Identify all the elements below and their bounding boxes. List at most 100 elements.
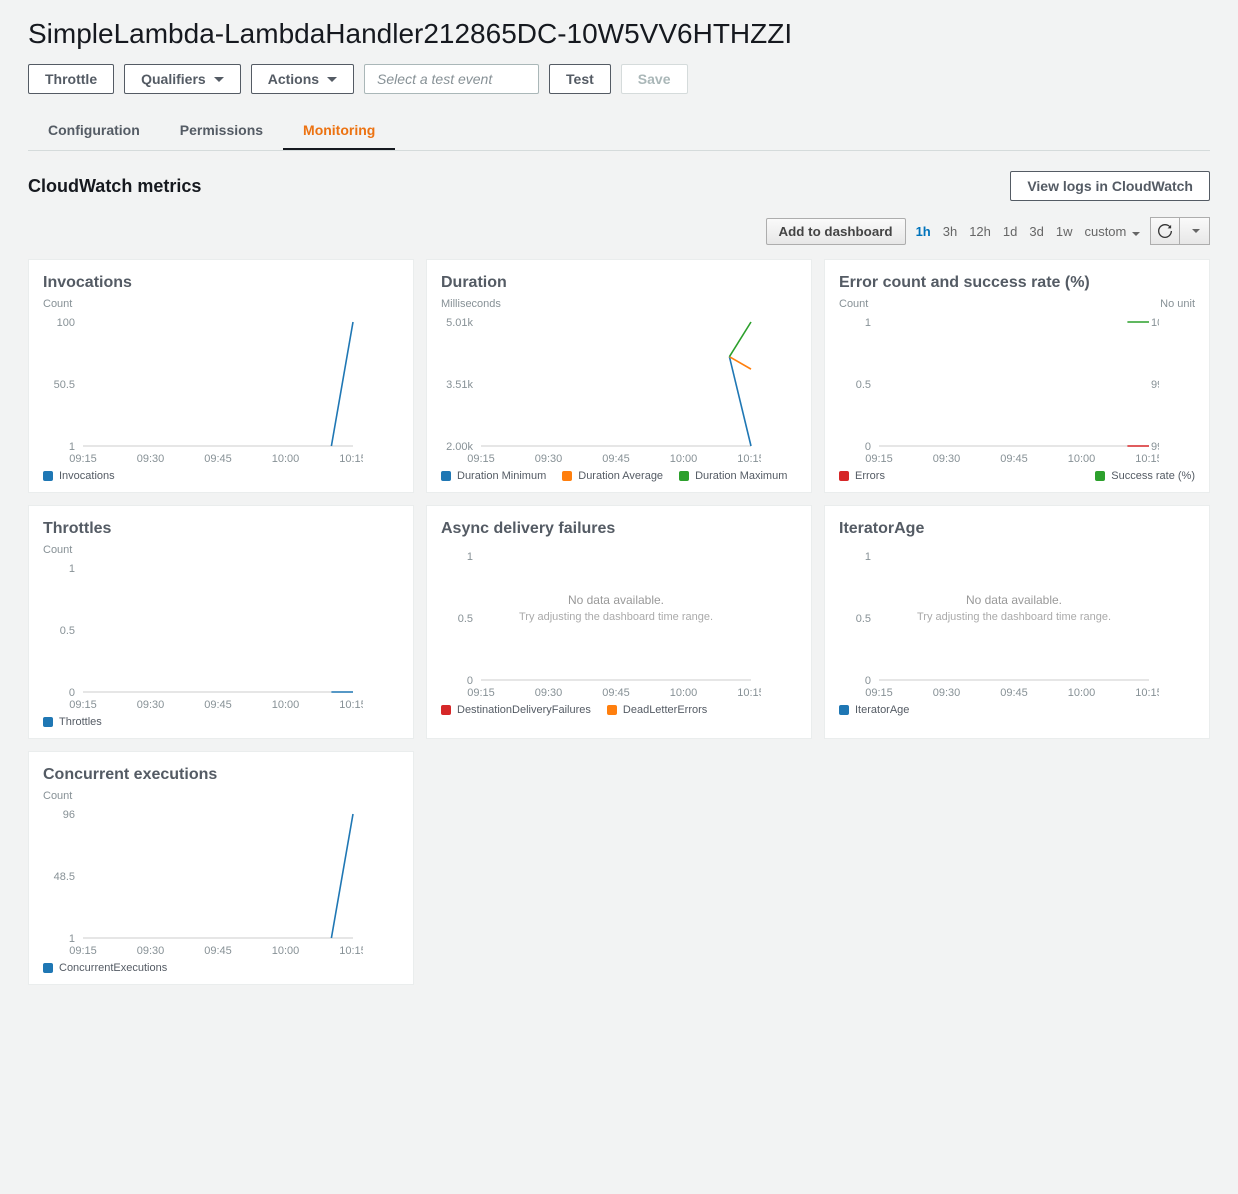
svg-text:09:15: 09:15	[467, 687, 495, 699]
view-logs-button[interactable]: View logs in CloudWatch	[1010, 171, 1210, 201]
legend-item: Success rate (%)	[1095, 470, 1195, 482]
legend-swatch	[43, 963, 53, 973]
y-axis-label-right: No unit	[1160, 298, 1195, 310]
test-button[interactable]: Test	[549, 64, 611, 94]
chevron-down-icon	[1132, 232, 1140, 236]
svg-text:10:15: 10:15	[737, 687, 761, 699]
svg-text:09:30: 09:30	[535, 453, 563, 465]
tab-monitoring[interactable]: Monitoring	[283, 112, 395, 150]
legend-item: Duration Maximum	[679, 470, 787, 482]
chart-plot: 10.5009:1509:3009:4510:0010:15 No data a…	[839, 550, 1195, 700]
svg-text:10:00: 10:00	[272, 945, 300, 957]
no-data-text: No data available.	[481, 593, 751, 607]
metrics-section-title: CloudWatch metrics	[28, 176, 201, 197]
svg-text:09:45: 09:45	[602, 453, 630, 465]
svg-text:09:45: 09:45	[1000, 453, 1028, 465]
y-axis-label: Count	[43, 544, 72, 556]
svg-text:0.5: 0.5	[856, 613, 871, 625]
y-axis-label: Milliseconds	[441, 298, 501, 310]
legend-swatch	[562, 471, 572, 481]
svg-text:100: 100	[57, 317, 75, 329]
metric-card-errors: Error count and success rate (%)CountNo …	[824, 259, 1210, 493]
add-to-dashboard-button[interactable]: Add to dashboard	[766, 218, 906, 245]
legend-item: DestinationDeliveryFailures	[441, 704, 591, 716]
tab-bar: Configuration Permissions Monitoring	[28, 112, 1210, 151]
chart-title: Concurrent executions	[43, 766, 399, 784]
svg-text:1: 1	[865, 317, 871, 329]
tab-permissions[interactable]: Permissions	[160, 112, 283, 150]
qualifiers-dropdown[interactable]: Qualifiers	[124, 64, 241, 94]
range-custom[interactable]: custom	[1084, 224, 1140, 239]
range-12h[interactable]: 12h	[969, 224, 991, 239]
legend-swatch	[43, 471, 53, 481]
svg-text:10:00: 10:00	[272, 699, 300, 711]
range-1w[interactable]: 1w	[1056, 224, 1073, 239]
metric-card-invocations: Invocations Count 10050.5109:1509:3009:451…	[28, 259, 414, 493]
chart-plot: 10.5010099.59909:1509:3009:4510:0010:15	[839, 316, 1195, 466]
svg-text:0.5: 0.5	[60, 625, 75, 637]
chevron-down-icon	[327, 77, 337, 82]
svg-text:09:30: 09:30	[933, 453, 961, 465]
tab-configuration[interactable]: Configuration	[28, 112, 160, 150]
throttle-button[interactable]: Throttle	[28, 64, 114, 94]
chart-plot: 9648.5109:1509:3009:4510:0010:15	[43, 808, 399, 958]
chevron-down-icon	[1192, 229, 1200, 233]
svg-text:09:45: 09:45	[602, 687, 630, 699]
test-event-select[interactable]: Select a test event	[364, 64, 539, 94]
legend-item: IteratorAge	[839, 704, 909, 716]
y-axis-label: Count	[43, 790, 72, 802]
legend-item: Throttles	[43, 716, 102, 728]
svg-text:09:15: 09:15	[865, 453, 893, 465]
chart-plot: 10.5009:1509:3009:4510:0010:15	[43, 562, 399, 712]
test-event-placeholder: Select a test event	[377, 71, 492, 87]
svg-text:1: 1	[865, 551, 871, 563]
svg-text:10:15: 10:15	[339, 699, 363, 711]
svg-text:09:30: 09:30	[137, 699, 165, 711]
no-data-hint: Try adjusting the dashboard time range.	[481, 611, 751, 623]
svg-text:1: 1	[69, 563, 75, 575]
chart-plot: 10050.5109:1509:3009:4510:0010:15	[43, 316, 399, 466]
range-3d[interactable]: 3d	[1029, 224, 1043, 239]
svg-text:10:15: 10:15	[339, 453, 363, 465]
svg-text:0: 0	[467, 675, 473, 687]
chart-title: Error count and success rate (%)	[839, 274, 1195, 292]
actions-dropdown[interactable]: Actions	[251, 64, 354, 94]
legend-item: ConcurrentExecutions	[43, 962, 167, 974]
range-3h[interactable]: 3h	[943, 224, 957, 239]
svg-text:0: 0	[865, 441, 871, 453]
legend-swatch	[441, 471, 451, 481]
refresh-options-button[interactable]	[1180, 217, 1210, 245]
svg-text:10:00: 10:00	[1068, 453, 1096, 465]
svg-text:99: 99	[1151, 441, 1159, 453]
svg-text:10:15: 10:15	[339, 945, 363, 957]
svg-text:10:15: 10:15	[737, 453, 761, 465]
y-axis-label: Count	[43, 298, 72, 310]
svg-text:1: 1	[69, 933, 75, 945]
legend-item: Invocations	[43, 470, 115, 482]
page-title: SimpleLambda-LambdaHandler212865DC-10W5V…	[28, 18, 1210, 50]
chevron-down-icon	[214, 77, 224, 82]
svg-text:2.00k: 2.00k	[446, 441, 473, 453]
svg-text:0.5: 0.5	[856, 379, 871, 391]
svg-text:96: 96	[63, 809, 75, 821]
svg-text:09:15: 09:15	[69, 945, 97, 957]
svg-text:0: 0	[69, 687, 75, 699]
legend-swatch	[607, 705, 617, 715]
svg-text:09:30: 09:30	[535, 687, 563, 699]
svg-text:3.51k: 3.51k	[446, 379, 473, 391]
chart-title: IteratorAge	[839, 520, 1195, 538]
svg-text:09:15: 09:15	[69, 453, 97, 465]
chart-plot: 5.01k3.51k2.00k09:1509:3009:4510:0010:15	[441, 316, 797, 466]
legend-swatch	[839, 705, 849, 715]
metric-card-iterator: IteratorAge10.5009:1509:3009:4510:0010:1…	[824, 505, 1210, 739]
svg-text:09:45: 09:45	[204, 699, 232, 711]
range-1d[interactable]: 1d	[1003, 224, 1017, 239]
svg-text:100: 100	[1151, 317, 1159, 329]
refresh-icon	[1158, 224, 1172, 238]
svg-text:10:15: 10:15	[1135, 453, 1159, 465]
metrics-section-header: CloudWatch metrics View logs in CloudWat…	[28, 171, 1210, 201]
range-1h[interactable]: 1h	[916, 224, 931, 239]
legend-swatch	[43, 717, 53, 727]
refresh-button[interactable]	[1150, 217, 1180, 245]
legend-item: Duration Average	[562, 470, 663, 482]
